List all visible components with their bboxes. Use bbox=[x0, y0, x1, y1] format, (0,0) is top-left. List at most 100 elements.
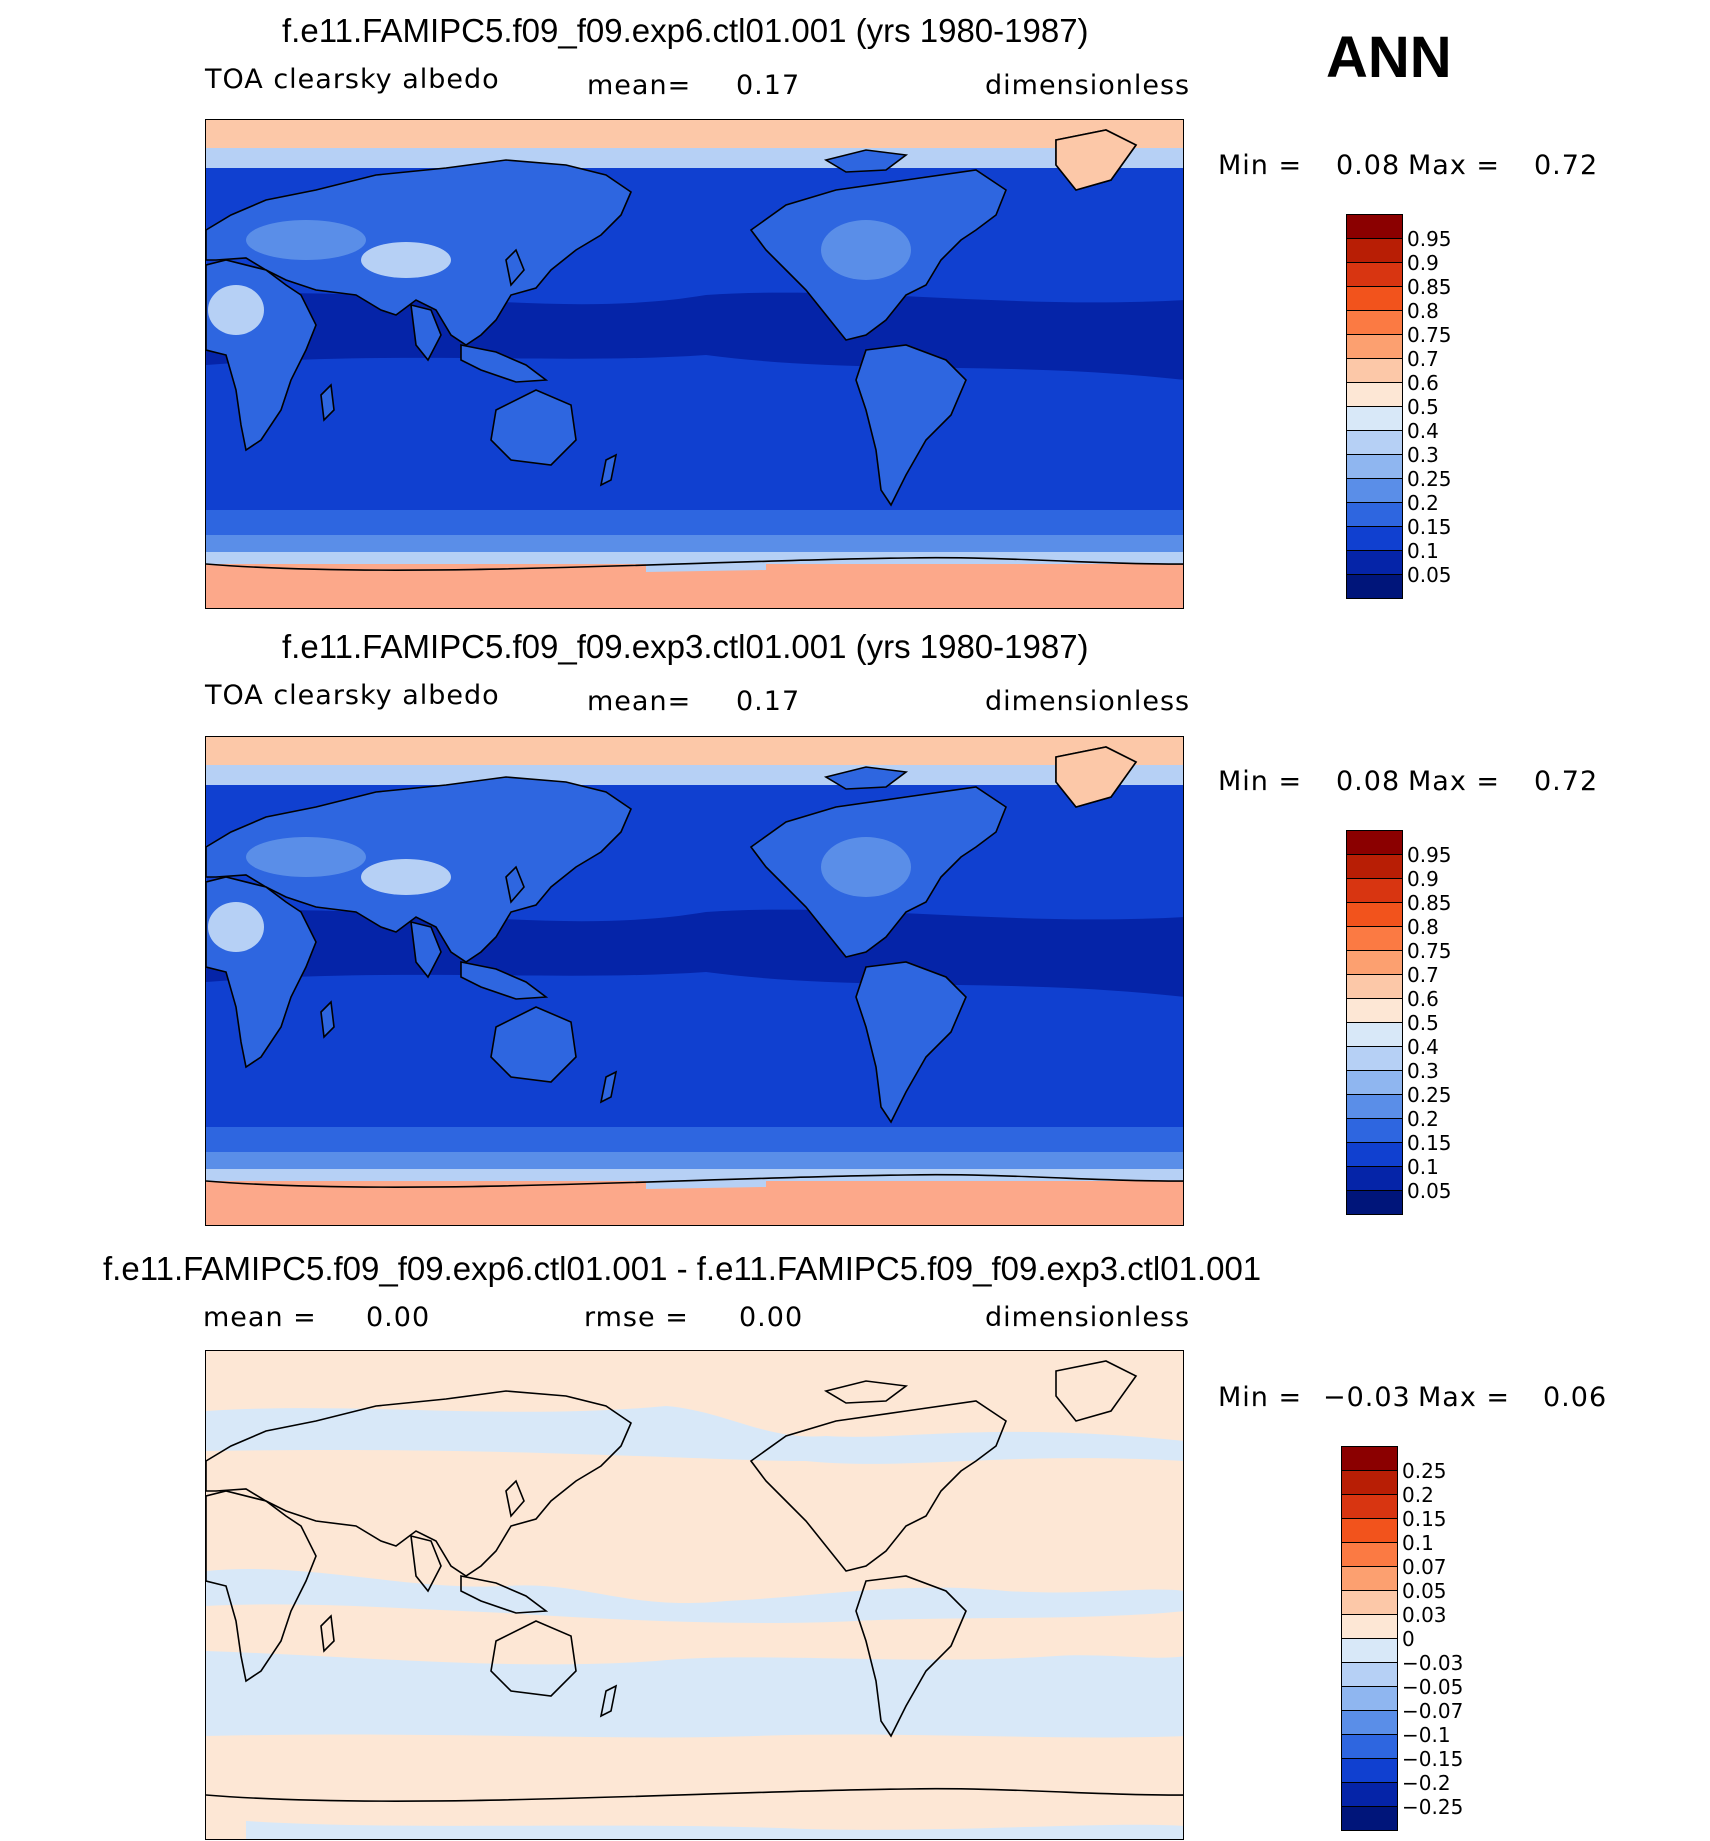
diff-negative-region bbox=[206, 1651, 1183, 1738]
panel1-title: f.e11.FAMIPC5.f09_f09.exp6.ctl01.001 (yr… bbox=[282, 12, 1089, 49]
colorbar-label: 0 bbox=[1402, 1627, 1415, 1651]
colorbar-label: 0.25 bbox=[1407, 467, 1452, 491]
arctic-band bbox=[206, 120, 1183, 148]
colorbar-label: −0.05 bbox=[1402, 1675, 1464, 1699]
colorbar-label: 0.7 bbox=[1407, 963, 1439, 987]
ross-ice-shelf bbox=[646, 552, 766, 572]
colorbar-swatch bbox=[1341, 1614, 1398, 1639]
colorbar-label: 0.95 bbox=[1407, 843, 1452, 867]
tibet-highlight bbox=[361, 242, 451, 278]
colorbar-label: 0.1 bbox=[1402, 1531, 1434, 1555]
continent-shape bbox=[320, 383, 335, 422]
colorbar-label: −0.15 bbox=[1402, 1747, 1464, 1771]
colorbar-swatch bbox=[1346, 1166, 1403, 1191]
colorbar-label: 0.05 bbox=[1407, 1179, 1452, 1203]
antarctic-coast bbox=[206, 1173, 1183, 1188]
colorbar-swatch bbox=[1341, 1566, 1398, 1591]
colorbar-label: 0.75 bbox=[1407, 939, 1452, 963]
panel3-min-label: Min = bbox=[1218, 1382, 1303, 1413]
panel2-max-label: Max = bbox=[1408, 766, 1501, 797]
colorbar-swatch bbox=[1346, 238, 1403, 263]
colorbar-label: 0.8 bbox=[1407, 915, 1439, 939]
panel3-title: f.e11.FAMIPC5.f09_f09.exp6.ctl01.001 - f… bbox=[103, 1250, 1262, 1287]
panel1-mean-value: 0.17 bbox=[736, 70, 801, 101]
colorbar-swatch bbox=[1346, 950, 1403, 975]
colorbar-swatch bbox=[1341, 1662, 1398, 1687]
panel2-field-label: TOA clearsky albedo bbox=[205, 680, 500, 711]
continent-outline bbox=[749, 1400, 1007, 1572]
colorbar-label: 0.2 bbox=[1407, 1107, 1439, 1131]
colorbar-label: 0.1 bbox=[1407, 1155, 1439, 1179]
sahara-highlight bbox=[208, 902, 264, 952]
colorbar-label: 0.5 bbox=[1407, 395, 1439, 419]
panel1-field-label: TOA clearsky albedo bbox=[205, 64, 500, 95]
colorbar-swatch bbox=[1341, 1806, 1398, 1831]
antarctic-coast bbox=[206, 1787, 1183, 1802]
colorbar-swatch bbox=[1346, 262, 1403, 287]
colorbar-swatch bbox=[1346, 454, 1403, 479]
continent-shape bbox=[490, 389, 577, 466]
colorbar-swatch bbox=[1346, 878, 1403, 903]
colorbar-label: 0.4 bbox=[1407, 419, 1439, 443]
panel3-colorbar: 0.25 0.2 0.15 0.1 0.07 0.05 0.03 0 −0.03 −0.05 −0.… bbox=[1341, 1446, 1466, 1831]
colorbar-swatch bbox=[1346, 310, 1403, 335]
colorbar-swatch bbox=[1346, 478, 1403, 503]
colorbar-swatch bbox=[1346, 406, 1403, 431]
panel3-units: dimensionless bbox=[985, 1302, 1191, 1333]
colorbar-label: 0.25 bbox=[1407, 1083, 1452, 1107]
panel3-map bbox=[205, 1350, 1184, 1840]
colorbar-label: 0.75 bbox=[1407, 323, 1452, 347]
colorbar-label: 0.4 bbox=[1407, 1035, 1439, 1059]
continent-shape bbox=[460, 344, 549, 383]
continent-outline bbox=[206, 1490, 317, 1683]
panel1-max-label: Max = bbox=[1408, 150, 1501, 181]
colorbar-swatch bbox=[1346, 574, 1403, 599]
colorbar-swatch bbox=[1341, 1494, 1398, 1519]
panel1-min-value: 0.08 bbox=[1336, 150, 1401, 181]
continent-shape bbox=[410, 920, 442, 979]
colorbar-label: 0.2 bbox=[1407, 491, 1439, 515]
colorbar-swatch bbox=[1341, 1518, 1398, 1543]
colorbar-swatch bbox=[1346, 358, 1403, 383]
continent-outline bbox=[460, 1575, 549, 1614]
continent-shape bbox=[505, 865, 525, 904]
continent-outline bbox=[206, 1390, 632, 1577]
continent-outline bbox=[1055, 1360, 1138, 1422]
central-asia-highlight bbox=[246, 837, 366, 877]
continent-outline bbox=[320, 1614, 335, 1653]
colorbar-swatch bbox=[1346, 1046, 1403, 1071]
colorbar-swatch bbox=[1346, 286, 1403, 311]
continent-shape bbox=[320, 1000, 335, 1039]
colorbar-label: −0.03 bbox=[1402, 1651, 1464, 1675]
colorbar-label: −0.2 bbox=[1402, 1771, 1451, 1795]
north-america-highlight bbox=[821, 837, 911, 897]
continent-outline bbox=[823, 1380, 909, 1404]
continent-shape bbox=[855, 344, 967, 507]
panel1-colorbar: 0.95 0.9 0.85 0.8 0.75 0.7 0.6 0.5 0.4 0.3 0.25 0.2… bbox=[1346, 214, 1466, 599]
panel2-map bbox=[205, 736, 1184, 1226]
colorbar-label: 0.95 bbox=[1407, 227, 1452, 251]
colorbar-label: 0.6 bbox=[1407, 371, 1439, 395]
greenland-ice bbox=[1055, 746, 1138, 808]
colorbar-swatch bbox=[1346, 1190, 1403, 1215]
continent-outline bbox=[599, 1684, 618, 1718]
colorbar-swatch bbox=[1346, 382, 1403, 407]
panel2-units: dimensionless bbox=[985, 686, 1191, 717]
continent-shape bbox=[599, 1070, 618, 1104]
colorbar-swatch bbox=[1341, 1710, 1398, 1735]
colorbar-swatch bbox=[1341, 1638, 1398, 1663]
arctic-ice-edge bbox=[206, 148, 1183, 168]
panel1-map bbox=[205, 119, 1184, 609]
colorbar-label: 0.2 bbox=[1402, 1483, 1434, 1507]
colorbar-label: 0.6 bbox=[1407, 987, 1439, 1011]
colorbar-label: 0.85 bbox=[1407, 275, 1452, 299]
panel2-min-value: 0.08 bbox=[1336, 766, 1401, 797]
arctic-band bbox=[206, 737, 1183, 765]
diff-negative-region bbox=[246, 1821, 1183, 1839]
colorbar-label: 0.5 bbox=[1407, 1011, 1439, 1035]
diff-negative-region bbox=[206, 1568, 1183, 1623]
colorbar-label: 0.3 bbox=[1407, 1059, 1439, 1083]
panel2-colorbar: 0.95 0.9 0.85 0.8 0.75 0.7 0.6 0.5 0.4 0.3 0.25 0.2… bbox=[1346, 830, 1466, 1215]
central-asia-highlight bbox=[246, 220, 366, 260]
colorbar-label: 0.9 bbox=[1407, 251, 1439, 275]
